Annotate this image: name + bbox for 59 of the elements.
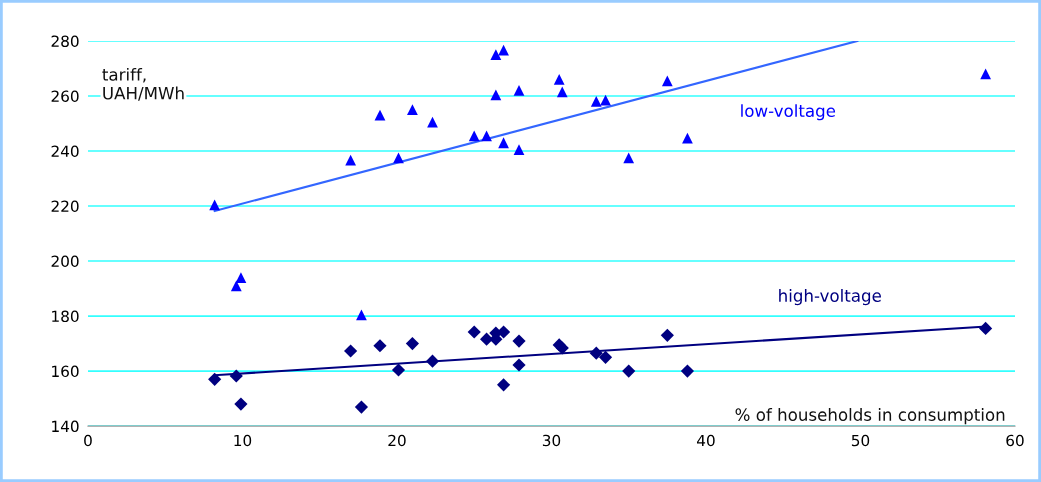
point: [229, 369, 243, 383]
point: [979, 321, 993, 336]
x-tick-label: 20: [388, 434, 406, 447]
point: [513, 85, 525, 96]
point: [660, 328, 674, 342]
point: [208, 372, 222, 386]
point: [481, 130, 492, 142]
x-tick-label: 40: [697, 434, 715, 447]
point: [407, 104, 418, 116]
point: [391, 363, 406, 377]
text: high-voltage: [779, 289, 881, 306]
y-tick-label: 200: [51, 255, 79, 268]
y-tick-label: 260: [51, 90, 79, 103]
point: [598, 350, 613, 364]
x-tick-label: 50: [851, 434, 870, 447]
x-tick-label: 30: [542, 434, 561, 447]
point: [356, 309, 367, 321]
point: [405, 336, 420, 351]
y-tick-label: 240: [51, 145, 79, 158]
y-tick-label: 180: [52, 310, 79, 323]
point: [513, 144, 525, 156]
point: [467, 325, 481, 339]
point: [589, 346, 603, 360]
point: [556, 86, 568, 98]
x-tick-label: 0: [84, 434, 92, 447]
point: [512, 358, 526, 372]
point: [590, 96, 602, 107]
point: [479, 332, 494, 346]
point: [553, 74, 565, 85]
point: [354, 400, 369, 414]
y-tick-label: 220: [51, 200, 79, 213]
x-tick-label: 60: [1006, 434, 1024, 447]
point: [490, 49, 502, 61]
point: [680, 364, 695, 378]
point: [209, 199, 221, 211]
point: [374, 109, 386, 121]
text: low-voltage: [741, 104, 836, 121]
point: [234, 397, 248, 411]
y-tick-label: 280: [51, 35, 79, 47]
point: [623, 152, 635, 164]
y-tick-label: 160: [52, 365, 79, 378]
point: [496, 378, 511, 392]
y-axis-title: tariff, UAH/MWh: [102, 67, 184, 101]
point: [393, 152, 404, 164]
point: [344, 344, 358, 358]
point: [622, 364, 636, 378]
point: [661, 75, 673, 87]
point: [235, 272, 247, 283]
x-tick-label: 10: [234, 434, 252, 447]
point: [498, 137, 509, 149]
point: [373, 339, 387, 353]
y-tick-label: 140: [52, 420, 79, 433]
x-axis-title: % of households in consumption: [735, 408, 1005, 425]
point: [230, 280, 242, 292]
point: [425, 354, 440, 368]
point: [490, 89, 502, 101]
point: [512, 334, 526, 348]
point: [468, 130, 480, 142]
point: [980, 68, 991, 80]
